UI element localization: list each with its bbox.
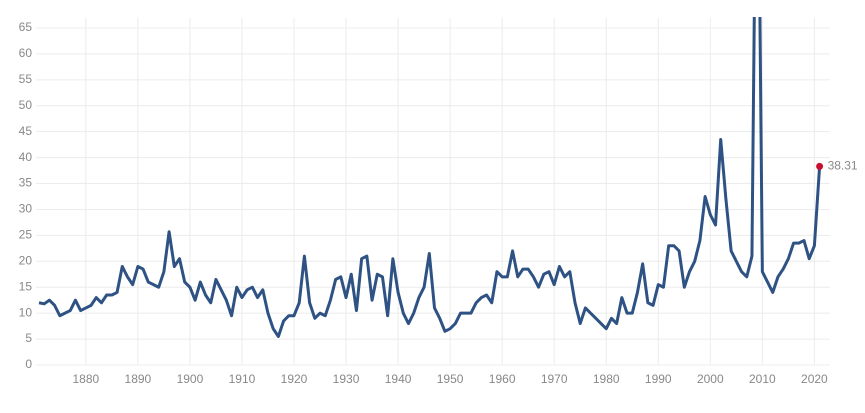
x-tick-label: 2020 <box>801 372 828 386</box>
x-tick-label: 1970 <box>541 372 568 386</box>
x-tick-label: 1980 <box>593 372 620 386</box>
x-tick-label: 1900 <box>177 372 204 386</box>
x-tick-label: 1920 <box>281 372 308 386</box>
x-tick-label: 1910 <box>229 372 256 386</box>
x-tick-label: 1990 <box>645 372 672 386</box>
y-tick-label: 65 <box>19 20 33 34</box>
x-tick-label: 2000 <box>697 372 724 386</box>
last-value-label: 38.31 <box>828 159 858 173</box>
last-point <box>816 162 824 170</box>
y-tick-label: 10 <box>19 305 33 319</box>
y-tick-label: 0 <box>25 357 32 371</box>
y-tick-label: 50 <box>19 98 33 112</box>
x-tick-label: 1890 <box>125 372 152 386</box>
y-tick-label: 30 <box>19 202 33 216</box>
x-tick-label: 1960 <box>489 372 516 386</box>
y-tick-label: 45 <box>19 124 33 138</box>
x-tick-label: 1930 <box>333 372 360 386</box>
line <box>38 17 822 338</box>
y-tick-label: 35 <box>19 176 33 190</box>
x-tick-label: 2010 <box>749 372 776 386</box>
y-tick-label: 25 <box>19 228 33 242</box>
y-tick-label: 40 <box>19 150 33 164</box>
plot-area <box>38 17 822 338</box>
x-tick-label: 1880 <box>72 372 99 386</box>
y-tick-label: 20 <box>19 253 33 267</box>
y-tick-label: 60 <box>19 46 33 60</box>
y-tick-label: 5 <box>25 331 32 345</box>
x-tick-label: 1950 <box>437 372 464 386</box>
y-tick-label: 55 <box>19 72 33 86</box>
x-tick-label: 1940 <box>385 372 412 386</box>
y-tick-label: 15 <box>19 279 33 293</box>
